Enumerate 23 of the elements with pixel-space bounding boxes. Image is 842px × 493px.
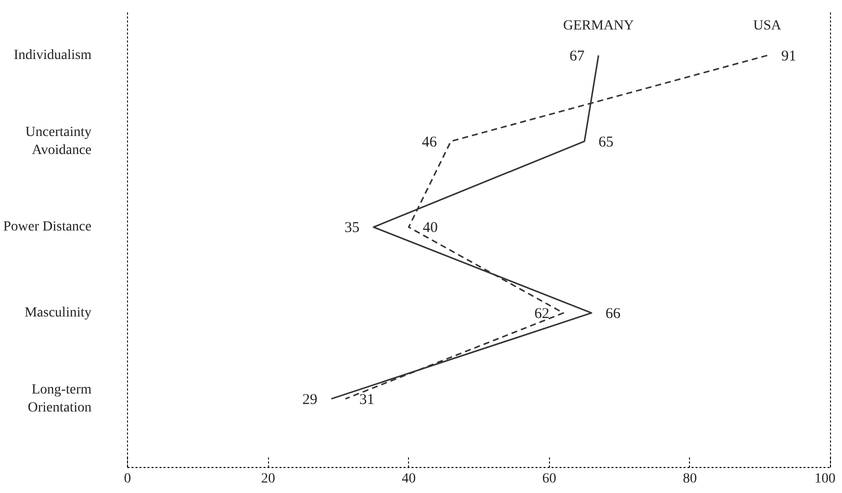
y-tick-label: Masculinity <box>24 305 92 320</box>
x-tick-label: 40 <box>402 472 416 486</box>
data-label: 40 <box>422 220 438 236</box>
data-label: 91 <box>781 48 796 64</box>
data-label: 65 <box>598 134 614 150</box>
data-label: 67 <box>570 48 586 64</box>
data-label: 62 <box>534 306 550 322</box>
data-label: 35 <box>344 220 360 236</box>
x-tick-label: 60 <box>542 472 556 486</box>
text: GERMANY <box>563 18 634 34</box>
data-label: 46 <box>422 134 438 150</box>
data-label: 29 <box>302 392 318 408</box>
x-tick-label: 100 <box>814 472 836 486</box>
x-tick-label: 20 <box>261 472 276 486</box>
x-tick-label: 0 <box>124 472 131 486</box>
y-tick-label: Uncertainty Avoidance <box>25 124 92 158</box>
y-tick-label: Individualism <box>14 48 92 63</box>
y-tick-label: Power Distance <box>3 220 92 235</box>
data-label: 66 <box>605 306 621 322</box>
data-label: 31 <box>359 392 374 408</box>
y-tick-label: Long-term Orientation <box>28 382 92 416</box>
series-label: USA <box>753 18 782 34</box>
x-tick-label: 80 <box>682 472 697 486</box>
